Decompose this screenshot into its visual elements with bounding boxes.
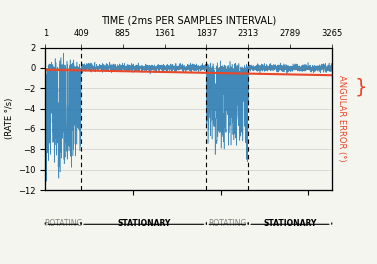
Text: STATIONARY: STATIONARY xyxy=(117,219,170,228)
Text: ROTATING: ROTATING xyxy=(44,219,82,228)
Text: STATIONARY: STATIONARY xyxy=(263,219,317,228)
Y-axis label: ANGULAR ERROR (°): ANGULAR ERROR (°) xyxy=(337,76,346,162)
Text: ROTATING: ROTATING xyxy=(208,219,247,228)
Y-axis label: (RATE °/s): (RATE °/s) xyxy=(5,98,14,139)
Text: }: } xyxy=(355,78,367,97)
X-axis label: TIME (2ms PER SAMPLES INTERVAL): TIME (2ms PER SAMPLES INTERVAL) xyxy=(101,16,276,26)
